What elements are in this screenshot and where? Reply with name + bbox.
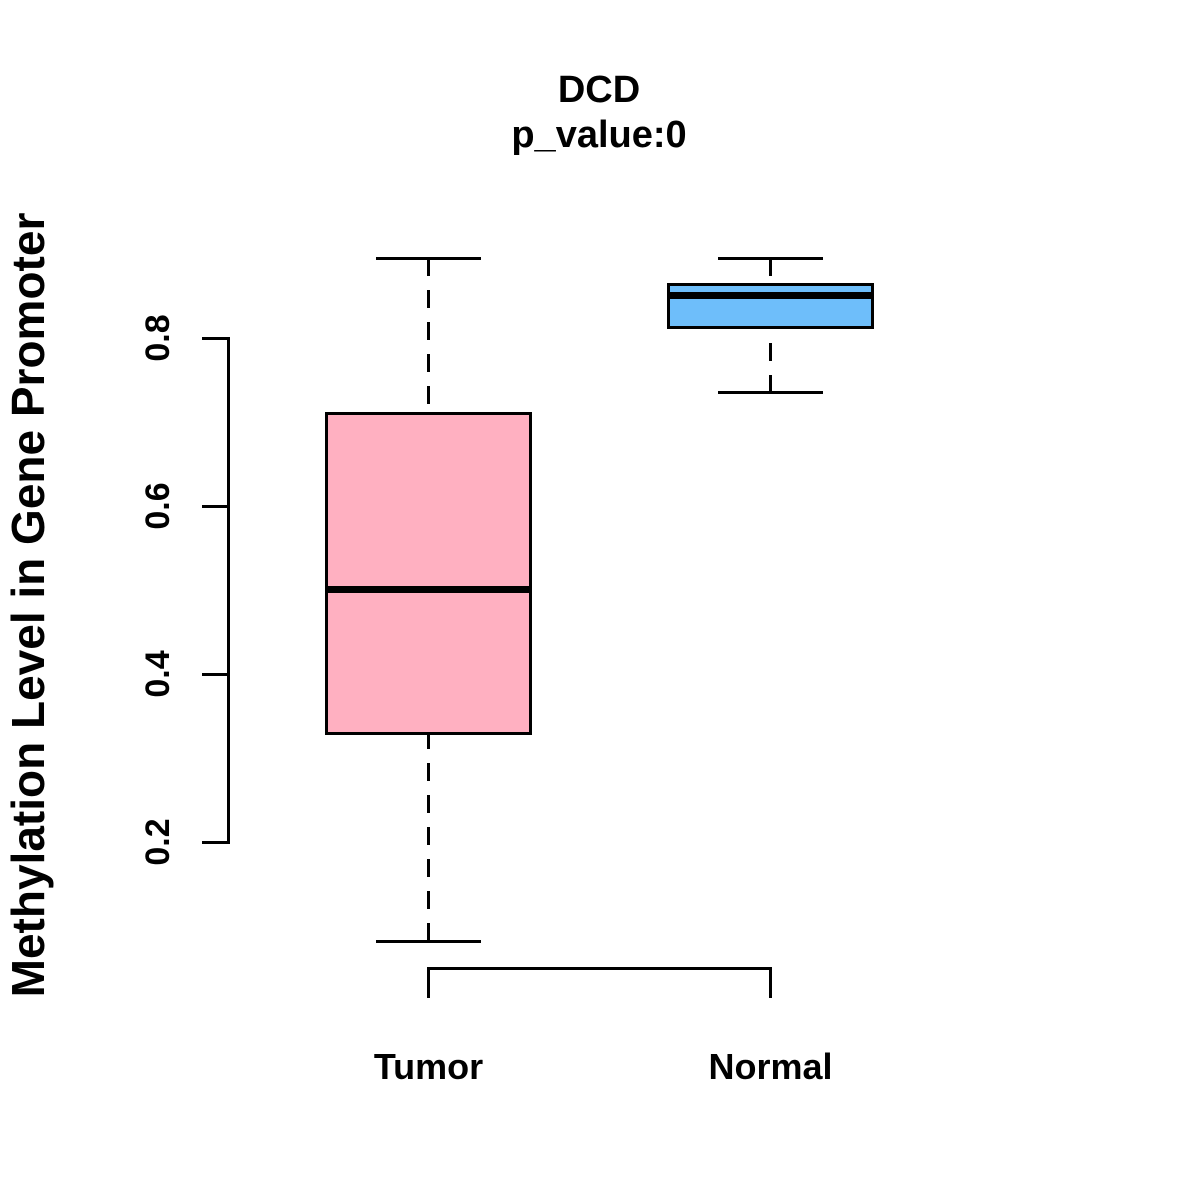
y-axis-tick bbox=[202, 672, 230, 676]
whisker-line-bottom bbox=[769, 328, 772, 393]
y-axis-tick-label: 0.2 bbox=[139, 818, 177, 866]
x-axis-tick bbox=[427, 968, 430, 998]
y-axis-tick bbox=[202, 336, 230, 340]
chart-subtitle: p_value:0 bbox=[511, 114, 687, 156]
iqr-box-tumor bbox=[325, 411, 532, 736]
median-line bbox=[325, 585, 532, 593]
whisker-line-top bbox=[427, 258, 430, 412]
median-line bbox=[667, 291, 874, 299]
x-category-label-tumor: Tumor bbox=[373, 1046, 484, 1087]
y-axis-tick-label: 0.8 bbox=[139, 314, 177, 362]
y-axis-tick-label: 0.4 bbox=[139, 650, 177, 698]
whisker-cap-bottom bbox=[718, 391, 823, 395]
chart-title: DCD bbox=[557, 69, 641, 111]
y-axis-tick-label: 0.6 bbox=[139, 482, 177, 530]
x-axis-tick bbox=[769, 968, 772, 998]
y-axis-label: Methylation Level in Gene Promoter bbox=[2, 212, 54, 998]
x-axis-line bbox=[427, 966, 772, 970]
y-axis-tick bbox=[202, 840, 230, 844]
iqr-box-normal bbox=[667, 282, 874, 329]
y-axis-tick bbox=[202, 504, 230, 508]
whisker-line-top bbox=[769, 258, 772, 283]
whisker-cap-bottom bbox=[376, 939, 481, 943]
x-category-label-normal: Normal bbox=[708, 1046, 833, 1087]
y-axis-line bbox=[227, 336, 230, 844]
whisker-line-bottom bbox=[427, 735, 430, 942]
